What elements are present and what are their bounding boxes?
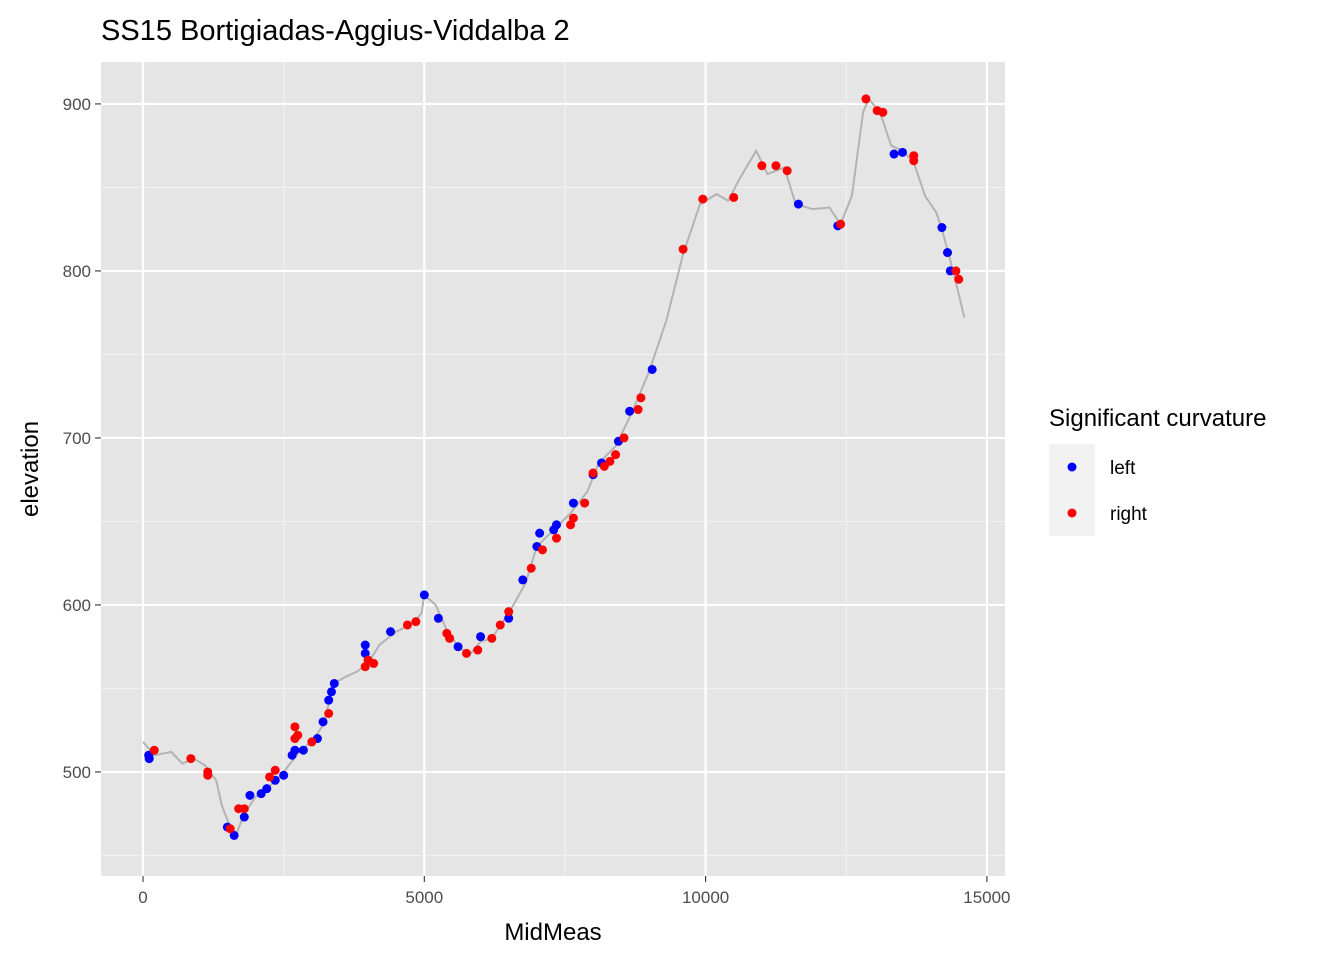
y-tick-label: 600 — [63, 596, 91, 615]
point — [307, 737, 317, 747]
x-axis-title: MidMeas — [504, 919, 601, 946]
point — [186, 754, 196, 764]
legend-label: right — [1110, 504, 1148, 525]
point — [262, 784, 272, 794]
point — [495, 620, 505, 630]
point — [836, 219, 846, 229]
point — [678, 244, 688, 254]
point — [633, 405, 643, 415]
point — [526, 563, 536, 573]
point — [239, 804, 249, 814]
y-tick-label: 800 — [63, 262, 91, 281]
point — [419, 590, 429, 600]
point — [861, 94, 871, 104]
x-tick-label: 15000 — [963, 888, 1010, 907]
point — [270, 765, 280, 775]
point — [453, 642, 463, 652]
point — [290, 745, 300, 755]
point — [897, 147, 907, 157]
point — [476, 632, 486, 642]
point — [229, 830, 239, 840]
legend-marker — [1067, 508, 1077, 518]
point — [360, 640, 370, 650]
point — [293, 730, 303, 740]
point — [568, 513, 578, 523]
point — [149, 745, 159, 755]
point — [487, 633, 497, 643]
point — [225, 824, 235, 834]
point — [318, 717, 328, 727]
point — [518, 575, 528, 585]
point — [909, 156, 919, 166]
y-tick-label: 900 — [63, 95, 91, 114]
chart-title: SS15 Bortigiadas-Aggius-Viddalba 2 — [101, 15, 570, 47]
point — [433, 613, 443, 623]
point — [636, 393, 646, 403]
point — [245, 790, 255, 800]
x-tick-label: 0 — [138, 888, 147, 907]
point — [954, 274, 964, 284]
point — [326, 687, 336, 697]
point — [537, 545, 547, 555]
x-tick-label: 5000 — [405, 888, 443, 907]
point — [386, 627, 396, 637]
point — [462, 648, 472, 658]
point — [698, 194, 708, 204]
point — [402, 620, 412, 630]
point — [552, 533, 562, 543]
point — [473, 645, 483, 655]
point — [878, 107, 888, 117]
point — [619, 433, 629, 443]
point — [625, 406, 635, 416]
y-tick-label: 700 — [63, 429, 91, 448]
point — [937, 223, 947, 233]
point — [729, 192, 739, 202]
x-tick-label: 10000 — [682, 888, 729, 907]
point — [445, 633, 455, 643]
point — [771, 161, 781, 171]
y-axis-title: elevation — [17, 421, 44, 517]
point — [504, 607, 514, 617]
point — [279, 770, 289, 780]
point — [552, 520, 562, 530]
point — [329, 678, 339, 688]
point — [144, 754, 154, 764]
point — [203, 770, 213, 780]
point — [265, 772, 275, 782]
point — [239, 812, 249, 822]
point — [535, 528, 545, 538]
point — [951, 266, 961, 276]
point — [298, 745, 308, 755]
legend-marker — [1067, 462, 1077, 472]
legend-label: left — [1110, 458, 1136, 479]
point — [369, 658, 379, 668]
point — [782, 166, 792, 176]
point — [411, 617, 421, 627]
point — [793, 199, 803, 209]
y-tick-label: 500 — [63, 763, 91, 782]
point — [324, 709, 334, 719]
point — [588, 468, 598, 478]
point — [889, 149, 899, 159]
point — [943, 248, 953, 258]
point — [757, 161, 767, 171]
point — [568, 498, 578, 508]
point — [611, 450, 621, 460]
plot-panel — [101, 62, 1005, 876]
legend-title: Significant curvature — [1049, 405, 1266, 432]
point — [647, 364, 657, 374]
point — [580, 498, 590, 508]
point — [290, 722, 300, 732]
point — [605, 456, 615, 466]
point — [324, 695, 334, 705]
point — [504, 613, 514, 623]
